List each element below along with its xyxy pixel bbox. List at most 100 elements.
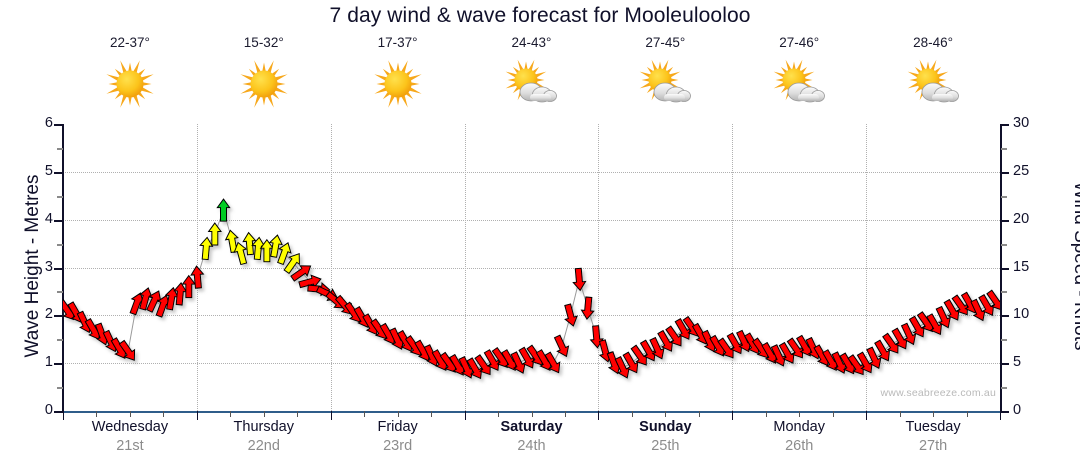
wind-arrow [474,354,491,376]
left-axis-tick-label: 3 [44,258,53,275]
page-title: 7 day wind & wave forecast for Mooleuloo… [329,4,751,27]
day-date: 24th [517,438,546,454]
wind-arrow [181,274,196,299]
gridline-vertical [464,124,466,411]
right-axis-tick-major [1000,267,1009,270]
right-axis-tick-major [1000,124,1009,126]
day-name: Thursday [233,419,294,435]
right-axis-tick-minor [1001,387,1007,390]
wind-arrow [935,305,951,329]
day-axis-label-wednesday: Wednesday 21st [63,418,197,456]
left-axis-tick-major [54,124,63,126]
gridline-vertical [598,124,600,411]
right-axis-tick-minor [1001,195,1007,198]
right-axis-tick-label: 10 [1013,306,1030,323]
day-temperature-range: 15-32° [243,35,284,50]
left-axis-tick-label: 1 [44,354,53,371]
right-axis-tick-minor [1001,243,1007,246]
plot-area: www.seabreeze.com.au [54,124,1009,420]
x-axis-tick-minor [631,411,633,417]
x-axis-tick-minor [933,411,935,417]
x-axis-tick-minor [431,411,433,417]
x-axis-tick-major [196,411,198,420]
sun-cloud-icon [501,56,561,112]
day-axis-label-friday: Friday 23rd [331,418,465,456]
wind-arrow [283,253,300,275]
wind-arrow [207,222,223,246]
left-axis-tick-minor [57,147,63,150]
wind-arrow [717,337,734,359]
x-axis-tick-major [464,411,466,420]
x-axis-tick-major [330,411,332,420]
left-axis-tick-major [54,219,63,222]
x-axis-tick-minor [297,411,299,417]
wind-arrow-series [63,198,1000,380]
day-forecast-wednesday: 22-37° [63,36,197,126]
x-axis-tick-minor [230,411,232,417]
day-axis-label-sunday: Sunday 25th [598,418,732,456]
day-axis-label-thursday: Thursday 22nd [197,418,331,456]
wind-arrow [290,265,312,282]
x-axis-tick-minor [498,411,500,417]
x-axis-tick-minor [698,411,700,417]
wind-arrow [986,289,1000,311]
wind-arrow [199,236,214,261]
x-axis-tick-minor [531,411,533,417]
day-forecast-friday: 17-37° [331,36,465,126]
right-axis-tick-major [1000,411,1009,413]
right-axis-tick-label: 20 [1013,210,1030,227]
x-axis-tick-minor [96,411,98,417]
sun-icon [100,56,160,112]
x-axis-tick-minor [263,411,265,417]
wind-arrow [866,346,882,370]
x-axis-tick-major [732,411,734,420]
day-name: Monday [773,419,825,435]
wind-arrow [649,336,665,360]
day-forecast-tuesday: 28-46° [866,36,1000,126]
x-axis-tick-minor [899,411,901,417]
right-axis-tick-label: 25 [1013,162,1030,179]
right-axis-title: Wind Speed - Knots [1070,181,1080,351]
wind-arrow [882,332,899,354]
right-axis-tick-major [1000,315,1009,318]
x-axis-tick-minor [665,411,667,417]
left-axis-tick-label: 4 [44,210,53,227]
x-axis-tick-major [598,411,600,420]
day-forecast-monday: 27-46° [732,36,866,126]
x-axis-tick-minor [966,411,968,417]
x-axis-tick-minor [364,411,366,417]
wind-arrow [630,344,647,366]
day-name: Friday [377,419,418,435]
right-axis-tick-label: 15 [1013,258,1030,275]
watermark: www.seabreeze.com.au [880,387,996,399]
wind-arrow [268,234,283,258]
left-axis-tick-label: 2 [44,306,53,323]
day-temperature-range: 22-37° [109,35,150,50]
x-axis-tick-major [1000,411,1001,420]
left-axis-tick-minor [57,291,63,294]
day-forecast-saturday: 24-43° [465,36,599,126]
wind-arrow [553,334,570,358]
day-forecast-thursday: 15-32° [197,36,331,126]
left-axis-tick-major [54,171,63,174]
x-axis-tick-major [63,411,64,420]
left-axis-tick-label: 0 [44,402,53,418]
left-axis-tick-major [54,267,63,270]
day-temperature-range: 24-43° [511,35,552,50]
day-date: 26th [785,438,814,454]
left-axis-tick-label: 6 [44,115,53,131]
left-axis-line [62,124,64,411]
wind-arrow [908,315,925,338]
right-axis-tick-minor [1001,339,1007,342]
day-name: Tuesday [905,419,961,435]
sun-icon [368,56,428,112]
day-date: 22nd [247,438,280,454]
right-axis-tick-label: 5 [1013,354,1022,371]
wind-arrow [216,198,231,222]
wind-arrow [118,339,136,361]
right-axis-tick-label: 30 [1013,115,1030,131]
sun-cloud-icon [769,56,829,112]
day-date: 27th [918,438,948,454]
x-axis-tick-minor [832,411,834,417]
